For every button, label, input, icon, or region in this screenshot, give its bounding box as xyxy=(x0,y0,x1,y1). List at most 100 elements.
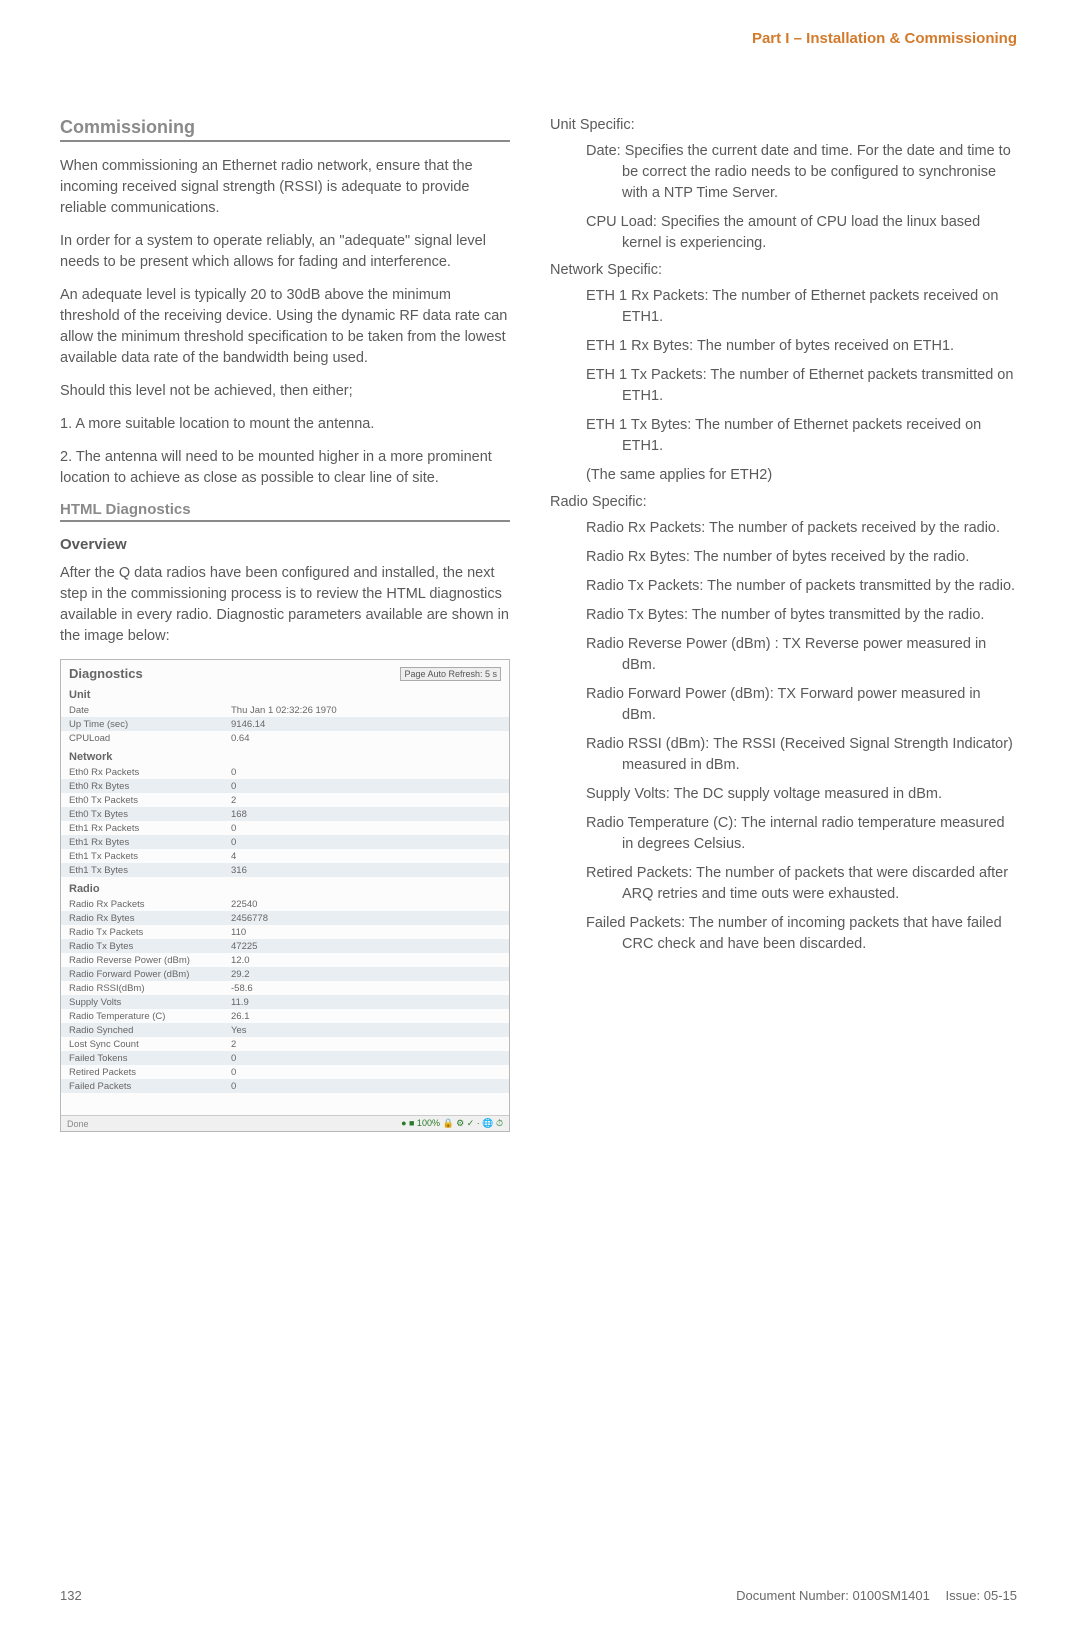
doc-number: Document Number: 0100SM1401 xyxy=(736,1588,930,1603)
network-body: The number of bytes received on ETH1. xyxy=(697,338,954,354)
diag-key: Up Time (sec) xyxy=(61,719,231,730)
radio-body: The number of packets received by the ra… xyxy=(709,520,1000,536)
radio-term: Radio Temperature (C): xyxy=(586,815,741,831)
diag-key: Radio RSSI(dBm) xyxy=(61,983,231,994)
radio-item: Radio Tx Bytes: The number of bytes tran… xyxy=(550,605,1017,626)
diag-row: Radio SynchedYes xyxy=(61,1023,509,1037)
network-term: ETH 1 Rx Packets: xyxy=(586,288,712,304)
diag-row: Eth1 Tx Bytes316 xyxy=(61,863,509,877)
para-5: 1. A more suitable location to mount the… xyxy=(60,414,510,435)
diag-value: 110 xyxy=(231,927,509,938)
diag-section-label: Network xyxy=(61,745,509,765)
diag-row: Radio Reverse Power (dBm)12.0 xyxy=(61,953,509,967)
radio-item: Radio Tx Packets: The number of packets … xyxy=(550,576,1017,597)
radio-term: Radio Tx Bytes: xyxy=(586,607,692,623)
unit-specific-heading: Unit Specific: xyxy=(550,117,1017,133)
radio-item: Radio Reverse Power (dBm) : TX Reverse p… xyxy=(550,634,1017,676)
diag-row: Eth1 Rx Bytes0 xyxy=(61,835,509,849)
diag-row: Radio Rx Packets22540 xyxy=(61,897,509,911)
radio-body: The DC supply voltage measured in dBm. xyxy=(674,786,942,802)
network-note: (The same applies for ETH2) xyxy=(550,465,1017,486)
diag-row: Eth1 Tx Packets4 xyxy=(61,849,509,863)
diag-row: Eth0 Tx Bytes168 xyxy=(61,807,509,821)
network-term: ETH 1 Rx Bytes: xyxy=(586,338,697,354)
radio-term: Radio Tx Packets: xyxy=(586,578,707,594)
radio-item: Supply Volts: The DC supply voltage meas… xyxy=(550,784,1017,805)
right-column: Unit Specific: Date: Specifies the curre… xyxy=(550,117,1017,1132)
network-item: ETH 1 Rx Packets: The number of Ethernet… xyxy=(550,286,1017,328)
diag-row: Supply Volts11.9 xyxy=(61,995,509,1009)
radio-term: Supply Volts: xyxy=(586,786,674,802)
diag-value: 12.0 xyxy=(231,955,509,966)
diag-row: Eth0 Rx Packets0 xyxy=(61,765,509,779)
diag-row: Up Time (sec)9146.14 xyxy=(61,717,509,731)
diag-done-label: Done xyxy=(67,1119,89,1129)
diag-value: 2456778 xyxy=(231,913,509,924)
diag-key: Failed Tokens xyxy=(61,1053,231,1064)
para-2: In order for a system to operate reliabl… xyxy=(60,231,510,273)
diag-key: Eth0 Tx Packets xyxy=(61,795,231,806)
unit-item: CPU Load: Specifies the amount of CPU lo… xyxy=(550,212,1017,254)
diag-row: Eth0 Tx Packets2 xyxy=(61,793,509,807)
diag-row: DateThu Jan 1 02:32:26 1970 xyxy=(61,703,509,717)
part-header: Part I – Installation & Commissioning xyxy=(60,30,1017,47)
unit-body: Specifies the current date and time. For… xyxy=(622,143,1011,201)
diag-key: Eth1 Rx Bytes xyxy=(61,837,231,848)
diag-value: 2 xyxy=(231,795,509,806)
diag-key: Eth0 Tx Bytes xyxy=(61,809,231,820)
diag-title: Diagnostics xyxy=(69,666,143,681)
diag-key: Radio Rx Bytes xyxy=(61,913,231,924)
issue-number: Issue: 05-15 xyxy=(945,1588,1017,1603)
diag-key: Eth1 Rx Packets xyxy=(61,823,231,834)
html-diagnostics-title: HTML Diagnostics xyxy=(60,501,510,522)
radio-term: Failed Packets: xyxy=(586,915,689,931)
diag-key: Eth0 Rx Packets xyxy=(61,767,231,778)
diag-value: 11.9 xyxy=(231,997,509,1008)
page: Part I – Installation & Commissioning Co… xyxy=(0,0,1077,1637)
para-1: When commissioning an Ethernet radio net… xyxy=(60,156,510,219)
unit-body: Specifies the amount of CPU load the lin… xyxy=(622,214,980,251)
diag-row: Radio Forward Power (dBm)29.2 xyxy=(61,967,509,981)
unit-term: CPU Load: xyxy=(586,214,661,230)
diag-value: 0 xyxy=(231,823,509,834)
diag-value: 26.1 xyxy=(231,1011,509,1022)
unit-term: Date: xyxy=(586,143,625,159)
overview-title: Overview xyxy=(60,536,510,553)
diag-key: Radio Forward Power (dBm) xyxy=(61,969,231,980)
diag-row: Radio Rx Bytes2456778 xyxy=(61,911,509,925)
diag-value: 4 xyxy=(231,851,509,862)
network-item: ETH 1 Tx Packets: The number of Ethernet… xyxy=(550,365,1017,407)
para-3: An adequate level is typically 20 to 30d… xyxy=(60,285,510,369)
radio-term: Radio RSSI (dBm): xyxy=(586,736,713,752)
diag-row: Lost Sync Count2 xyxy=(61,1037,509,1051)
diag-value: -58.6 xyxy=(231,983,509,994)
radio-body: The number of bytes transmitted by the r… xyxy=(692,607,985,623)
diag-section-label: Unit xyxy=(61,683,509,703)
diag-row: Radio RSSI(dBm)-58.6 xyxy=(61,981,509,995)
diag-row: Failed Tokens0 xyxy=(61,1051,509,1065)
diag-value: Thu Jan 1 02:32:26 1970 xyxy=(231,705,509,716)
diag-key: Radio Temperature (C) xyxy=(61,1011,231,1022)
diag-value: 0 xyxy=(231,1081,509,1092)
content-columns: Commissioning When commissioning an Ethe… xyxy=(60,117,1017,1132)
diag-value: 29.2 xyxy=(231,969,509,980)
radio-term: Radio Rx Bytes: xyxy=(586,549,694,565)
radio-item: Radio Rx Bytes: The number of bytes rece… xyxy=(550,547,1017,568)
radio-item: Radio Rx Packets: The number of packets … xyxy=(550,518,1017,539)
radio-item: Radio Temperature (C): The internal radi… xyxy=(550,813,1017,855)
commissioning-title: Commissioning xyxy=(60,117,510,142)
radio-term: Radio Reverse Power (dBm) : xyxy=(586,636,782,652)
diag-value: 47225 xyxy=(231,941,509,952)
diag-key: Eth0 Rx Bytes xyxy=(61,781,231,792)
left-column: Commissioning When commissioning an Ethe… xyxy=(60,117,510,1132)
diag-value: 0 xyxy=(231,767,509,778)
diag-row: Retired Packets0 xyxy=(61,1065,509,1079)
diag-key: Eth1 Tx Packets xyxy=(61,851,231,862)
diag-value: 0.64 xyxy=(231,733,509,744)
radio-term: Radio Forward Power (dBm): xyxy=(586,686,778,702)
diag-row: Radio Tx Bytes47225 xyxy=(61,939,509,953)
diag-key: Failed Packets xyxy=(61,1081,231,1092)
diag-row: Radio Temperature (C)26.1 xyxy=(61,1009,509,1023)
diag-value: 22540 xyxy=(231,899,509,910)
radio-item: Radio Forward Power (dBm): TX Forward po… xyxy=(550,684,1017,726)
